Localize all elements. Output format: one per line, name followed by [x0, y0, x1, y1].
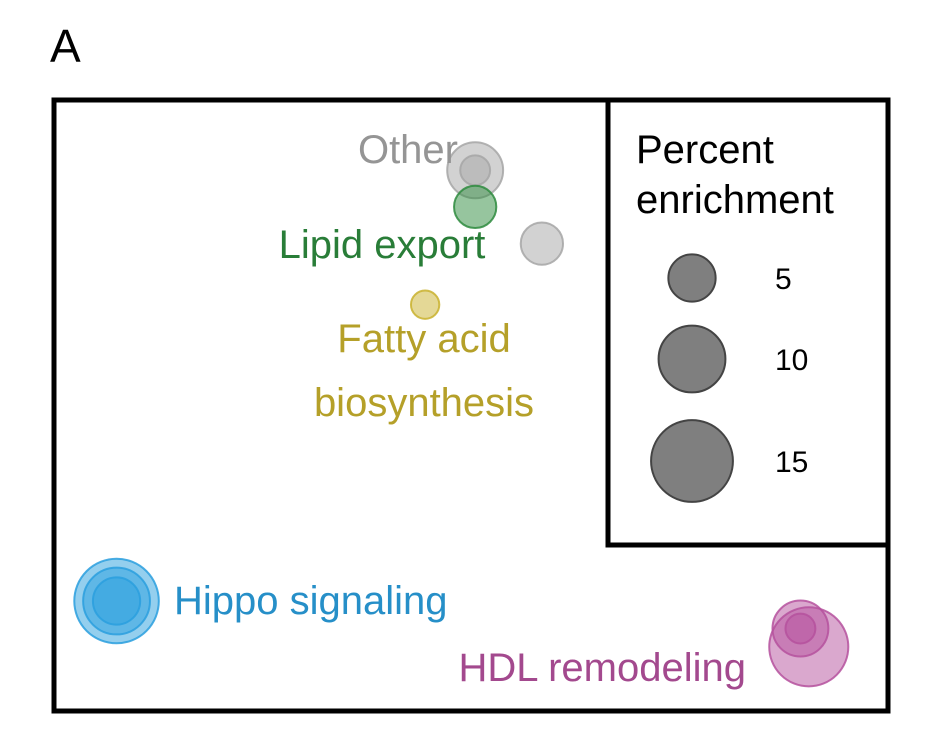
data-point	[784, 612, 817, 645]
legend-size-label: 15	[775, 446, 808, 479]
legend-title-line: Percent	[636, 128, 774, 172]
cluster-label-line: Hippo signaling	[174, 579, 448, 623]
cluster-label-line: Other	[358, 128, 458, 172]
data-point	[459, 154, 492, 187]
legend-size-label: 10	[775, 344, 808, 377]
cluster-label: Lipid export	[279, 223, 486, 267]
legend-items: 5 10 15	[650, 253, 808, 503]
panel-letter: A	[50, 20, 81, 72]
data-point	[519, 221, 565, 266]
cluster-label: Hippo signaling	[174, 579, 448, 623]
cluster-label-line: HDL remodeling	[458, 646, 746, 690]
cluster-label-line: biosynthesis	[314, 381, 534, 425]
cluster-label-line: Lipid export	[279, 223, 486, 267]
legend-title-line: enrichment	[636, 178, 834, 222]
size-legend: Percent enrichment 5 10 15	[605, 97, 891, 548]
data-point	[91, 576, 142, 626]
data-point	[409, 289, 441, 320]
data-point	[453, 184, 498, 230]
legend-size-circle	[650, 419, 734, 503]
points-layer	[73, 141, 850, 688]
cluster-labels: Other Lipid export Fatty acid biosynthesis H…	[174, 128, 746, 690]
legend-title: Percent enrichment	[636, 128, 834, 222]
cluster-label: Fatty acid biosynthesis	[314, 317, 534, 425]
legend-size-circle	[657, 324, 727, 394]
cluster-label: HDL remodeling	[458, 646, 746, 690]
legend-size-circle	[667, 253, 717, 303]
cluster-label-line: Fatty acid	[337, 317, 510, 361]
legend-size-label: 5	[775, 263, 792, 296]
cluster-label: Other	[358, 128, 458, 172]
